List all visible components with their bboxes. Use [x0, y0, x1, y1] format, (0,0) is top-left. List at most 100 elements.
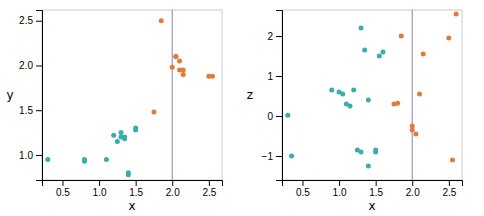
x-axis-tick-label: 1.5: [369, 187, 383, 198]
point: [410, 128, 415, 133]
point: [289, 154, 294, 159]
x-axis-tick: 1.0: [93, 180, 107, 198]
x-axis-tick-mark: [339, 180, 340, 186]
y-axis-tick-mark: [276, 116, 282, 117]
reference-line: [412, 10, 413, 180]
x-axis-tick: 2.5: [202, 180, 216, 198]
y-axis-tick-mark: [36, 110, 42, 111]
x-axis-tick-mark: [172, 180, 173, 186]
figure: 0.5 1.0 1.5 2.0 2.5 1.0 1.5 2.0 2.5 x y 0.5 1.0 1.5 2.…: [0, 0, 484, 216]
point: [340, 92, 345, 97]
x-axis-title: x: [128, 199, 135, 213]
panel: 0.5 1.0 1.5 2.0 2.5 1.0 1.5 2.0 2.5 x y: [6, 10, 222, 213]
point: [450, 158, 455, 163]
plot-frame: [42, 10, 222, 180]
point: [413, 132, 418, 137]
x-axis: 0.5 1.0 1.5 2.0 2.5: [43, 180, 223, 198]
y-axis-tick: 1.5: [19, 105, 42, 116]
panel: 0.51.01.52.02.5−1012xz: [247, 10, 463, 213]
plot-frame: [282, 10, 462, 180]
point: [446, 36, 451, 41]
y-axis-tick: 2.0: [19, 60, 42, 71]
x-axis: 0.5 1.0 1.5 2.0 2.5: [283, 180, 463, 198]
y-axis-line: [36, 11, 43, 181]
x-axis-tick-label: 2.5: [202, 187, 216, 198]
y-axis-tick-mark: [36, 155, 42, 156]
point: [348, 104, 353, 109]
x-axis-tick-mark: [376, 180, 377, 186]
y-axis-tick-label: −1: [262, 151, 274, 162]
x-axis-line: [43, 181, 223, 187]
y-axis: 1.0 1.5 2.0 2.5: [19, 11, 42, 181]
y-axis-tick: 1: [267, 71, 282, 82]
y-axis-tick-mark: [276, 36, 282, 37]
y-axis-tick-mark: [276, 76, 282, 77]
x-axis-tick: 1.5: [369, 180, 383, 198]
x-axis-tick-mark: [136, 180, 137, 186]
series: [391, 12, 458, 163]
y-axis-title: z: [247, 88, 253, 102]
y-axis-title: y: [6, 88, 13, 102]
point: [151, 110, 156, 115]
y-axis-tick-mark: [276, 156, 282, 157]
x-axis-tick-mark: [209, 180, 210, 186]
y-axis-tick-label: 2.5: [19, 15, 33, 26]
y-axis-tick-label: 1.5: [19, 105, 33, 116]
x-axis-tick-label: 0.5: [56, 187, 70, 198]
point: [119, 130, 124, 135]
y-axis-tick-label: 2.0: [19, 60, 33, 71]
point: [173, 54, 178, 59]
x-axis-tick-mark: [99, 180, 100, 186]
x-axis-tick: 1.5: [129, 180, 143, 198]
x-axis-tick: 0.5: [296, 180, 310, 198]
point: [421, 52, 426, 57]
point: [373, 150, 378, 155]
point: [366, 164, 371, 169]
x-axis-tick-label: 0.5: [296, 187, 310, 198]
x-axis-tick-label: 1.5: [129, 187, 143, 198]
x-axis-tick: 1.0: [333, 180, 347, 198]
point: [380, 50, 385, 55]
point: [181, 67, 186, 72]
point: [82, 159, 87, 164]
y-axis-tick: 2: [267, 31, 282, 42]
point: [399, 34, 404, 39]
point: [210, 74, 215, 79]
y-axis-tick-label: 1.0: [19, 150, 33, 161]
x-axis-tick: 0.5: [56, 180, 70, 198]
point: [454, 12, 459, 17]
series: [285, 26, 385, 169]
y-axis-line: [276, 11, 283, 181]
point: [170, 65, 175, 70]
point: [159, 18, 164, 23]
point: [329, 88, 334, 93]
y-axis: −1 0 1 2: [262, 11, 283, 181]
plot-area: [285, 10, 458, 180]
series: [151, 18, 215, 114]
point: [362, 48, 367, 53]
point: [359, 26, 364, 31]
point: [417, 92, 422, 97]
x-axis-tick-mark: [412, 180, 413, 186]
reference-line: [172, 10, 173, 180]
point: [122, 136, 127, 141]
point: [111, 133, 116, 138]
x-axis-tick-mark: [302, 180, 303, 186]
x-axis-tick-label: 2.5: [442, 187, 456, 198]
x-axis-tick: 2.0: [406, 180, 420, 198]
point: [359, 150, 364, 155]
point: [177, 59, 182, 64]
y-axis-tick: 0: [267, 111, 282, 122]
point: [395, 101, 400, 106]
x-axis-tick-mark: [62, 180, 63, 186]
y-axis-tick: −1: [262, 151, 282, 162]
x-axis-tick-label: 2.0: [166, 187, 180, 198]
plot-area: [45, 10, 215, 180]
x-axis-tick-label: 2.0: [406, 187, 420, 198]
y-axis-tick-mark: [36, 65, 42, 66]
y-axis-tick-mark: [36, 21, 42, 22]
y-axis-tick-label: 1: [267, 71, 273, 82]
x-axis-tick: 2.0: [166, 180, 180, 198]
y-axis-tick: 1.0: [19, 150, 42, 161]
x-axis-tick-mark: [449, 180, 450, 186]
